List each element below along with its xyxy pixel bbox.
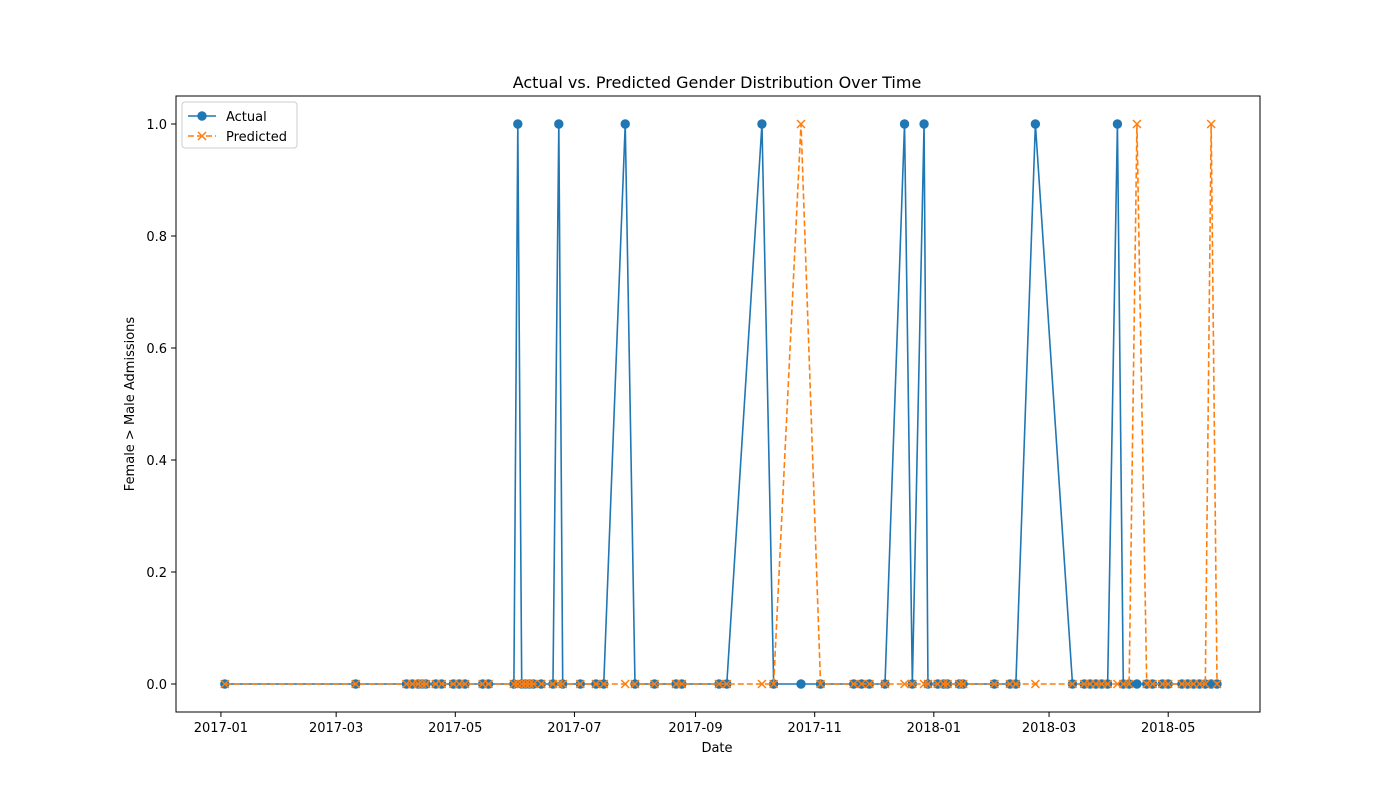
data-point xyxy=(757,119,767,129)
legend-label-predicted: Predicted xyxy=(226,130,287,145)
series-line-predicted xyxy=(224,123,1218,685)
data-point xyxy=(1030,679,1040,689)
data-point xyxy=(1212,679,1222,689)
data-point xyxy=(575,679,585,689)
data-point xyxy=(907,679,917,689)
data-point xyxy=(722,679,732,689)
data-point xyxy=(536,679,546,689)
data-point xyxy=(1124,679,1134,689)
data-point xyxy=(849,679,859,689)
data-point xyxy=(1132,679,1142,689)
data-point xyxy=(1206,119,1216,129)
data-point xyxy=(517,679,527,689)
data-point xyxy=(677,679,687,689)
data-point xyxy=(509,679,519,689)
x-tick-label: 2017-09 xyxy=(668,721,722,736)
data-point xyxy=(857,679,867,689)
data-point xyxy=(899,679,910,689)
x-tick-label: 2018-05 xyxy=(1141,721,1195,736)
data-point xyxy=(591,679,601,689)
data-point xyxy=(939,679,949,689)
y-tick-label: 0.2 xyxy=(146,566,167,581)
legend-marker-actual xyxy=(197,111,207,121)
axes-frame xyxy=(175,95,1261,713)
x-tick-label: 2017-05 xyxy=(428,721,482,736)
data-point xyxy=(220,679,230,689)
data-point xyxy=(1148,679,1158,689)
x-tick-label: 2018-03 xyxy=(1022,721,1076,736)
x-tick-label: 2017-07 xyxy=(547,721,601,736)
data-point xyxy=(1112,119,1123,129)
chart-title: Actual vs. Predicted Gender Distribution… xyxy=(513,73,922,92)
data-point xyxy=(630,679,640,689)
y-tick-label: 0.4 xyxy=(146,454,167,469)
data-point xyxy=(528,679,538,689)
data-point xyxy=(620,119,630,129)
series-predicted xyxy=(220,119,1222,689)
data-point xyxy=(923,679,933,689)
data-point xyxy=(816,679,826,689)
y-tick-label: 0.0 xyxy=(146,678,167,693)
data-point xyxy=(880,679,890,689)
y-tick-label: 0.6 xyxy=(146,342,167,357)
data-point xyxy=(413,679,423,689)
data-point xyxy=(558,679,568,689)
data-point xyxy=(714,679,724,689)
x-tick-label: 2017-03 xyxy=(309,721,363,736)
data-point xyxy=(958,679,968,689)
y-tick-label: 1.0 xyxy=(146,118,167,133)
data-point xyxy=(513,679,523,689)
data-point xyxy=(599,679,609,689)
data-point xyxy=(1011,679,1021,689)
data-point xyxy=(757,679,767,689)
data-point xyxy=(437,679,447,689)
data-point xyxy=(919,679,929,689)
x-tick-label: 2017-01 xyxy=(194,721,248,736)
data-point xyxy=(1030,119,1041,129)
data-point xyxy=(1132,119,1142,129)
data-point xyxy=(1067,679,1078,689)
data-point xyxy=(513,119,523,129)
data-point xyxy=(521,679,531,689)
x-tick-label: 2018-01 xyxy=(907,721,961,736)
data-point xyxy=(1163,679,1173,689)
data-point xyxy=(351,679,361,689)
data-point xyxy=(769,679,779,689)
data-point xyxy=(554,679,564,689)
data-point xyxy=(1103,679,1113,689)
legend-label-actual: Actual xyxy=(226,110,267,125)
data-point xyxy=(899,119,910,129)
plot-area: 2017-01 2017-03 2017-05 2017-07 2017-09 2017-… xyxy=(146,95,1261,736)
data-point xyxy=(524,679,535,689)
data-point xyxy=(796,119,806,129)
x-tick-label: 2017-11 xyxy=(788,721,842,736)
legend-marker-predicted xyxy=(197,131,207,141)
y-tick-label: 0.8 xyxy=(146,230,167,245)
data-point xyxy=(989,679,999,689)
data-point xyxy=(620,679,630,689)
data-point xyxy=(942,679,953,689)
data-point xyxy=(919,119,929,129)
data-point xyxy=(864,679,874,689)
data-point xyxy=(460,679,470,689)
x-axis-label: Date xyxy=(701,741,732,756)
data-point xyxy=(954,679,964,689)
data-point xyxy=(554,119,564,129)
data-point xyxy=(417,679,427,689)
legend: Actual Predicted xyxy=(181,101,298,149)
data-point xyxy=(1200,679,1210,689)
data-point xyxy=(796,679,806,689)
data-point xyxy=(649,679,660,689)
y-axis-label: Female > Male Admissions xyxy=(123,317,138,492)
data-point xyxy=(483,679,494,689)
data-point xyxy=(421,679,431,689)
